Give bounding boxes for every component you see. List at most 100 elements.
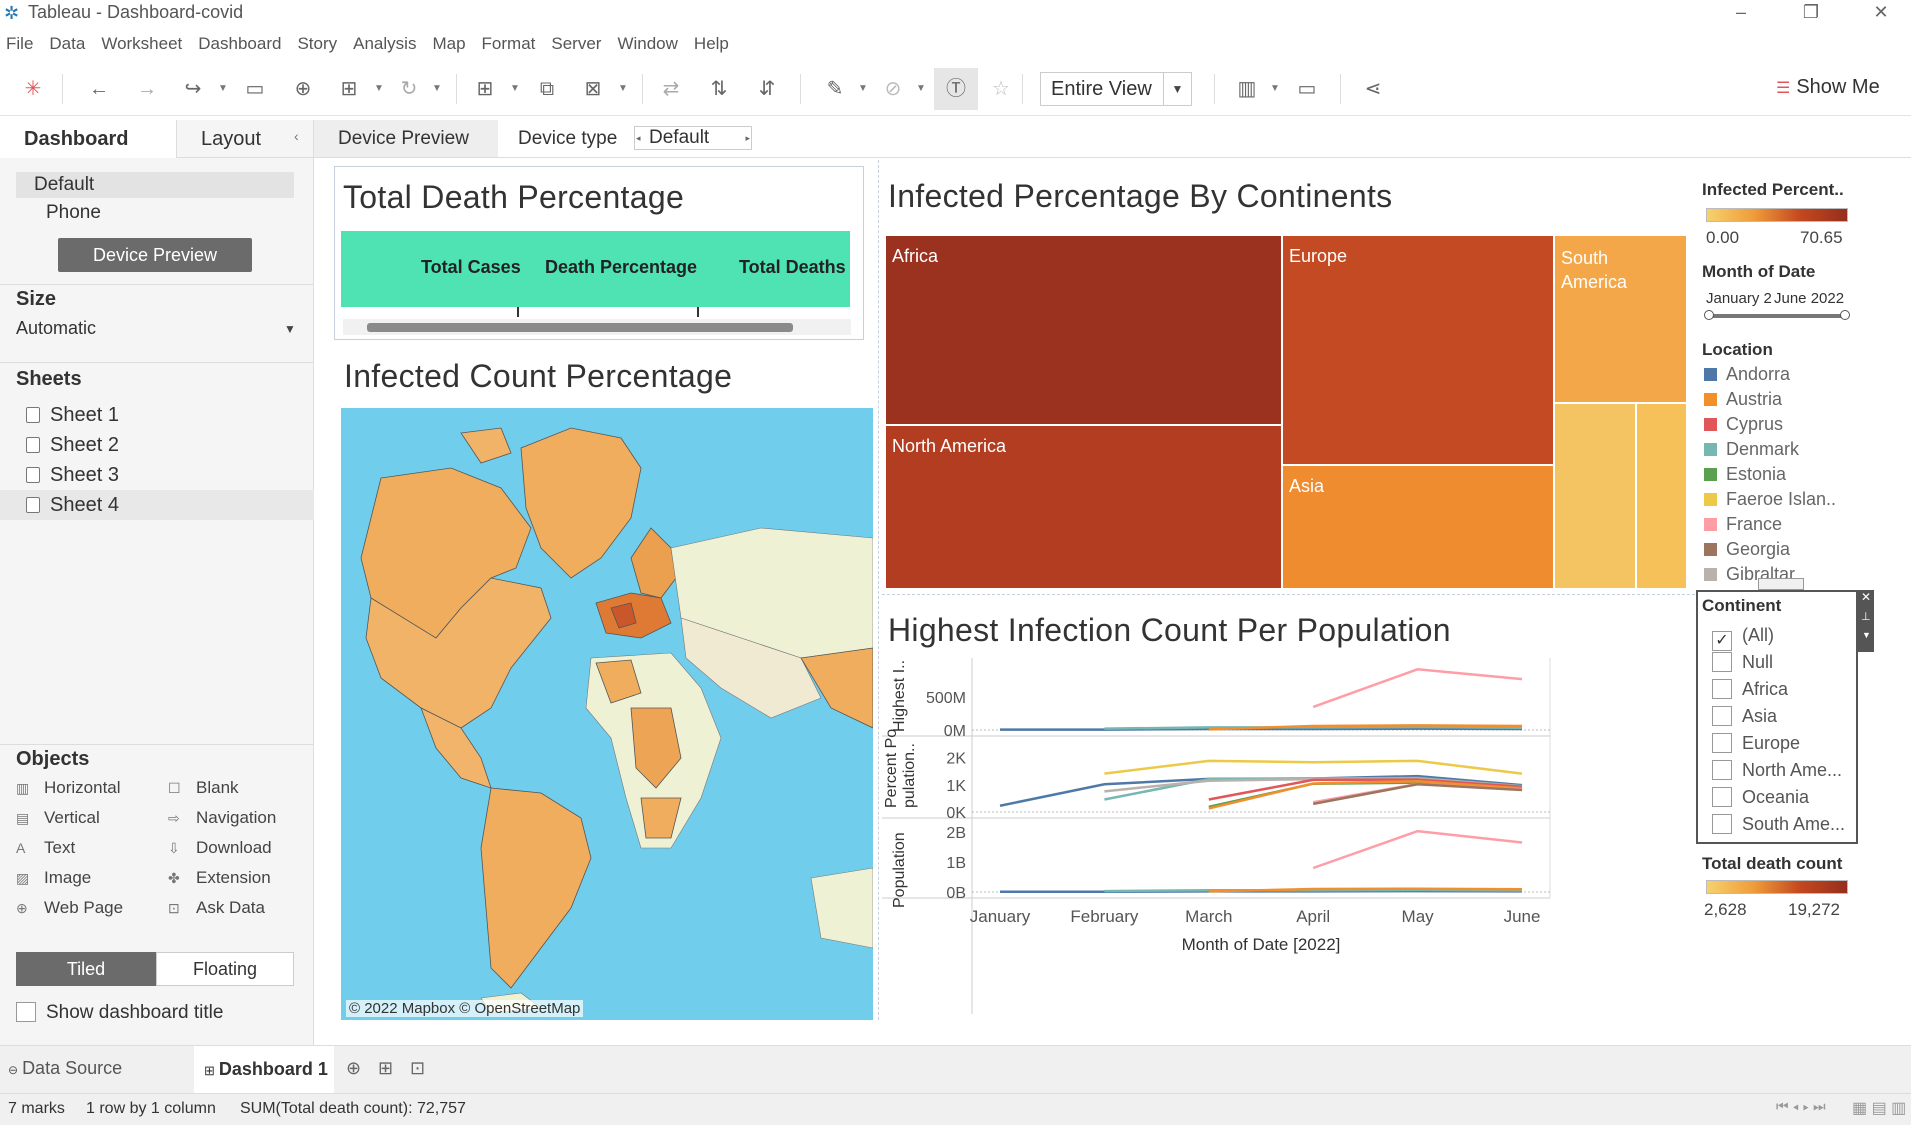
chevron-down-icon[interactable]: ▼ [284, 322, 296, 336]
new-worksheet-icon[interactable]: ⊕ [346, 1058, 362, 1078]
filter-item[interactable]: South Ame... [1698, 811, 1854, 838]
tiled-button[interactable]: Tiled [16, 952, 156, 986]
slider-handle-start[interactable] [1704, 310, 1714, 320]
new-sheet-icon[interactable]: ⊞ [476, 78, 494, 100]
filter-checkbox[interactable] [1712, 814, 1732, 834]
size-value[interactable]: Automatic [16, 318, 97, 338]
grid-view-icons[interactable]: ▦ ▤ ▥ [1852, 1100, 1907, 1117]
sheet-item[interactable]: Sheet 4 [0, 490, 314, 520]
presentation-icon[interactable]: ▭ [1297, 78, 1317, 100]
filter-item[interactable]: Europe [1698, 730, 1854, 757]
device-phone[interactable]: Phone [46, 202, 101, 223]
line-chart-view[interactable]: Highest Infection Count Per Population H… [882, 600, 1702, 1020]
treemap-block[interactable] [1637, 404, 1686, 588]
sheet-item[interactable]: Sheet 3 [0, 460, 314, 490]
device-preview-button[interactable]: Device Preview [58, 238, 252, 272]
location-legend-list[interactable]: Andorra Austria Cyprus Denmark Estonia F… [1704, 362, 1864, 594]
object-navigation[interactable]: ⇨ Navigation [168, 808, 276, 828]
close-window-icon[interactable]: ✕ [1873, 2, 1889, 22]
new-dashboard-icon[interactable]: ⊞ [378, 1058, 394, 1078]
undo-icon[interactable]: ← [89, 78, 109, 100]
minimize-icon[interactable]: – [1735, 2, 1746, 22]
treemap-block[interactable]: Europe [1283, 236, 1553, 464]
object-horizontal[interactable]: ▥ Horizontal [16, 778, 121, 798]
filter-checkbox[interactable] [1712, 679, 1732, 699]
prev-arrow-icon[interactable]: ◂ [636, 133, 641, 143]
object-blank[interactable]: ☐ Blank [168, 778, 239, 798]
fit-dropdown[interactable]: Entire View ▼ [1040, 72, 1192, 106]
menu-server[interactable]: Server [551, 34, 602, 53]
continent-filter-list[interactable]: ✓ (All) Null Africa Asia Europe North Ame… [1698, 622, 1854, 838]
show-labels-icon[interactable]: Ⓣ [946, 78, 966, 100]
sheet-item[interactable]: Sheet 2 [0, 430, 314, 460]
swap-icon[interactable]: ⇄ [662, 78, 680, 100]
menu-story[interactable]: Story [297, 34, 338, 53]
group-icon[interactable]: ⊘ [884, 78, 902, 100]
redo-icon[interactable]: → [137, 78, 157, 100]
next-arrow-icon[interactable]: ▸ [745, 133, 750, 143]
filter-item[interactable]: Africa [1698, 676, 1854, 703]
object-extension[interactable]: ✤ Extension [168, 868, 271, 888]
menu-window[interactable]: Window [617, 34, 678, 53]
object-image[interactable]: ▨ Image [16, 868, 91, 888]
legend-item[interactable]: Austria [1704, 387, 1864, 412]
device-type-select[interactable]: ◂ Default ▸ [634, 126, 752, 150]
legend-item[interactable]: Andorra [1704, 362, 1864, 387]
treemap-view[interactable]: Infected Percentage By Continents Africa… [886, 166, 1686, 596]
replay-dropdown-icon[interactable]: ▼ [218, 83, 228, 94]
group-dropdown-icon[interactable]: ▼ [916, 83, 926, 94]
share-icon[interactable]: ⋖ [1364, 78, 1382, 100]
object-vertical[interactable]: ▤ Vertical [16, 808, 100, 828]
legend-item[interactable]: Cyprus [1704, 412, 1864, 437]
highlight-dropdown-icon[interactable]: ▼ [858, 83, 868, 94]
highlight-icon[interactable]: ✎ [826, 78, 844, 100]
more-options-icon[interactable]: ▼ [1862, 630, 1871, 640]
menu-format[interactable]: Format [481, 34, 536, 53]
pause-update-icon[interactable]: ⊞ [340, 78, 358, 100]
menu-dashboard[interactable]: Dashboard [198, 34, 282, 53]
tab-layout[interactable]: Layout [176, 120, 314, 158]
remove-icon[interactable]: ✕ [1861, 590, 1872, 604]
data-source-tab[interactable]: ⊖ Data Source [8, 1058, 122, 1079]
legend-item[interactable]: Georgia [1704, 537, 1864, 562]
sort-descending-icon[interactable]: ⇵ [758, 78, 776, 100]
menu-analysis[interactable]: Analysis [353, 34, 417, 53]
total-death-view[interactable]: Total Death Percentage Total Cases Death… [334, 166, 864, 340]
object-download[interactable]: ⇩ Download [168, 838, 272, 858]
infected-map-view[interactable]: Infected Count Percentage [334, 346, 874, 1024]
show-me-button[interactable]: ☰ Show Me [1776, 76, 1880, 99]
treemap-block[interactable]: Africa [886, 236, 1281, 424]
show-title-checkbox[interactable] [16, 1002, 36, 1022]
device-preview-tab[interactable]: Device Preview [314, 120, 498, 157]
filter-item[interactable]: Oceania [1698, 784, 1854, 811]
legend-item[interactable]: Estonia [1704, 462, 1864, 487]
map-attribution[interactable]: © 2022 Mapbox © OpenStreetMap [346, 1000, 584, 1017]
dashboard-tab[interactable]: ⊞ Dashboard 1 [194, 1046, 334, 1094]
sheet-nav-icons[interactable]: ⏮ ◂ ▸ ⏭ [1776, 1098, 1826, 1114]
legend-item[interactable]: Faeroe Islan.. [1704, 487, 1864, 512]
refresh-icon[interactable]: ↻ [400, 78, 418, 100]
new-story-icon[interactable]: ⊡ [410, 1058, 426, 1078]
legend-item[interactable]: Denmark [1704, 437, 1864, 462]
filter-checkbox[interactable] [1712, 733, 1732, 753]
treemap-block[interactable] [1555, 404, 1635, 588]
cards-icon[interactable]: ▥ [1237, 78, 1257, 100]
scrollbar-thumb[interactable] [367, 323, 793, 332]
chevron-down-icon[interactable]: ▼ [1163, 73, 1191, 105]
replay-icon[interactable]: ↪ [184, 78, 202, 100]
horizontal-scrollbar[interactable] [343, 319, 851, 335]
world-map[interactable] [341, 408, 873, 1020]
floating-button[interactable]: Floating [156, 952, 294, 986]
object-text[interactable]: A Text [16, 838, 75, 858]
filter-item[interactable]: Null [1698, 649, 1854, 676]
filter-checkbox[interactable] [1712, 652, 1732, 672]
show-title-option[interactable]: Show dashboard title [16, 1002, 223, 1024]
month-range-slider[interactable] [1708, 314, 1846, 318]
filter-checkbox[interactable] [1712, 760, 1732, 780]
refresh-dropdown-icon[interactable]: ▼ [432, 83, 442, 94]
menu-file[interactable]: File [6, 34, 34, 53]
menu-help[interactable]: Help [693, 34, 729, 53]
line-chart-svg[interactable]: Highest I.. 500M 0M Percent Po pulation.. 2K 1… [882, 658, 1702, 1016]
restore-icon[interactable]: ❐ [1802, 2, 1820, 22]
filter-item[interactable]: Asia [1698, 703, 1854, 730]
